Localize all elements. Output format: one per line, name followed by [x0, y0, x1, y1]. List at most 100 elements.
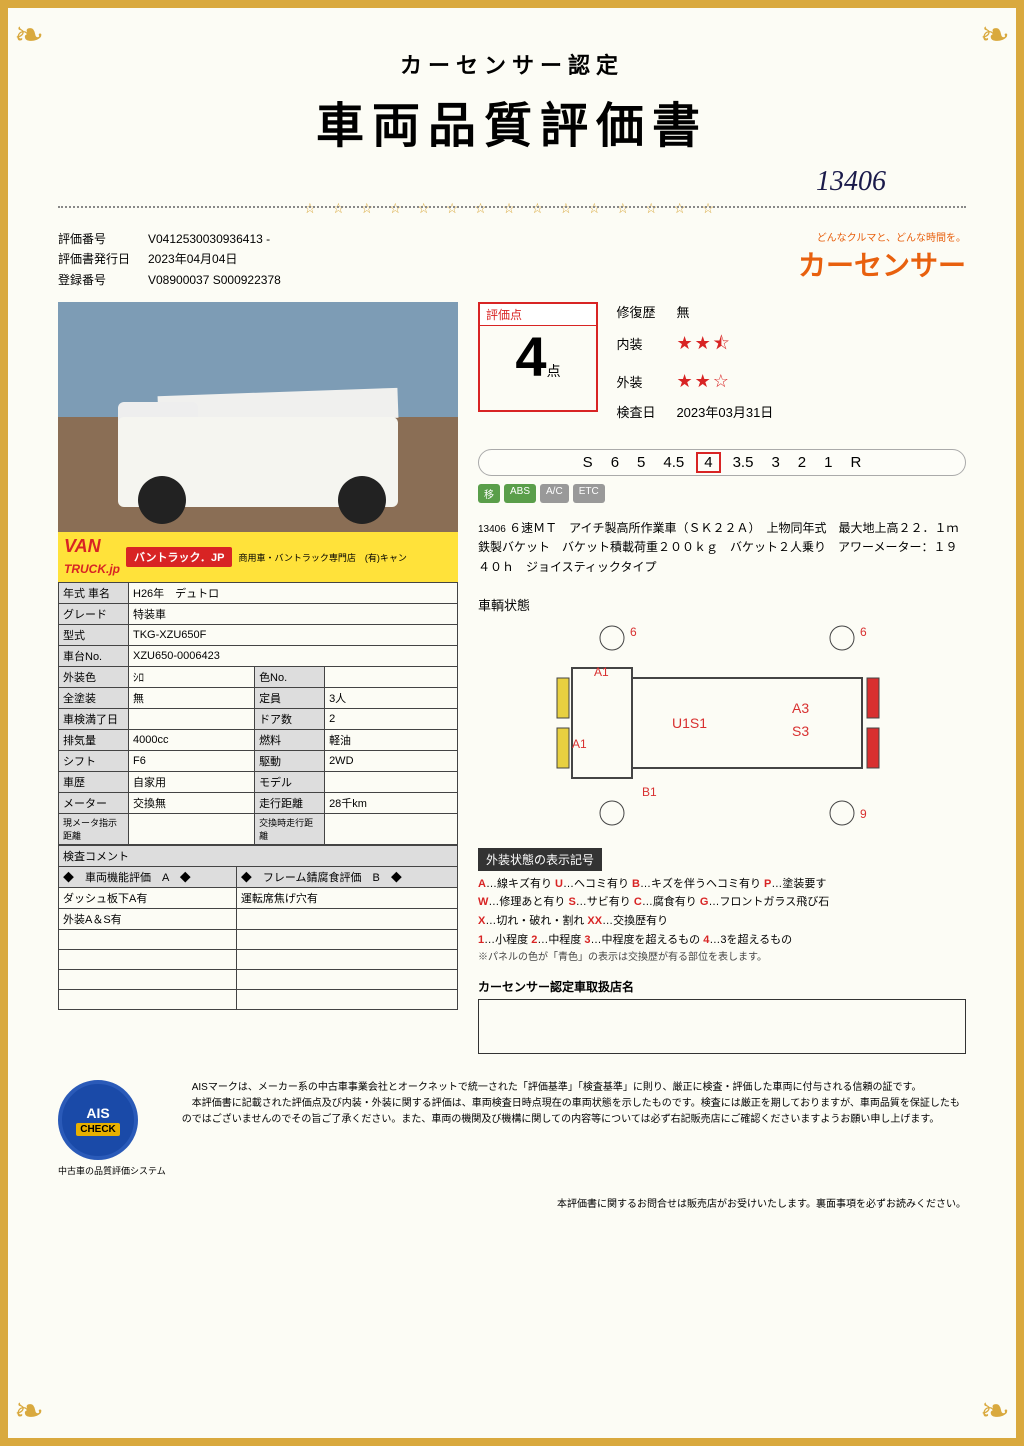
feature-badges: 移 ABS A/C ETC	[478, 484, 966, 503]
badge-ac: A/C	[540, 484, 569, 503]
svg-text:A3: A3	[792, 700, 809, 716]
issue-date: 2023年04月04日	[148, 252, 237, 266]
spec-year-label: 年式 車名	[59, 583, 129, 604]
scale-item: 4	[696, 452, 720, 473]
inspection-label: 検査日	[616, 402, 676, 421]
spec-doors-label: ドア数	[255, 709, 325, 730]
spec-shift: F6	[129, 751, 255, 772]
scale-item: 4.5	[663, 454, 684, 471]
ais-caption: 中古車の品質評価システム	[58, 1164, 166, 1177]
header: カーセンサー認定 車両品質評価書	[58, 48, 966, 156]
legend-note: ※パネルの色が「青色」の表示は交換歴が有る部位を表します。	[478, 949, 966, 966]
svg-text:U1S1: U1S1	[672, 715, 707, 731]
svg-text:B1: B1	[642, 785, 657, 799]
scale-item: 2	[798, 454, 806, 471]
brand-tagline: どんなクルマと、どんな時間を。	[798, 229, 966, 244]
dealer-box	[478, 999, 966, 1054]
desc-text: ６速ＭＴ アイチ製高所作業車（ＳＫ２２Ａ） 上物同年式 最大地上高２２．１ｍ 鉄…	[478, 521, 971, 573]
ornament-tr: ❧	[980, 14, 1010, 56]
spec-shaken	[129, 709, 255, 730]
banner-sub: 商用車・バントラック専門店 (有)キャン	[238, 551, 406, 564]
exterior-label: 外装	[616, 372, 676, 391]
banner-van: VAN	[64, 536, 101, 556]
score-value: 4	[515, 325, 546, 388]
meta-block: 評価番号V0412530030936413 - 評価書発行日2023年04月04…	[58, 229, 281, 290]
spec-swap-label: 交換時走行距離	[255, 814, 325, 845]
eval-no: V0412530030936413 -	[148, 232, 270, 246]
desc-num: 13406	[478, 524, 506, 535]
repair-value: 無	[676, 305, 689, 320]
spec-disp: 4000cc	[129, 730, 255, 751]
spec-shift-label: シフト	[59, 751, 129, 772]
spec-repaint-label: 全塗装	[59, 688, 129, 709]
spec-model: TKG-XZU650F	[129, 625, 458, 646]
inspection-date: 2023年03月31日	[676, 405, 773, 420]
comments-table: 検査コメント ◆ 車両機能評価 A ◆◆ フレーム錆腐食評価 B ◆ ダッシュ板…	[58, 845, 458, 1010]
ornament-tl: ❧	[14, 14, 44, 56]
comments-r1b: 運転席焦げ穴有	[236, 888, 457, 909]
svg-text:6: 6	[860, 625, 867, 639]
scale-item: 6	[611, 454, 619, 471]
diagram-title: 車輌状態	[478, 595, 966, 614]
legend-header: 外装状態の表示記号	[478, 848, 602, 871]
spec-doors: 2	[325, 709, 458, 730]
svg-text:S3: S3	[792, 723, 809, 739]
comments-h2: ◆ フレーム錆腐食評価 B ◆	[236, 867, 457, 888]
spec-drive: 2WD	[325, 751, 458, 772]
spec-chassis: XZU650-0006423	[129, 646, 458, 667]
spec-repaint: 無	[129, 688, 255, 709]
exterior-stars: ★★☆	[676, 371, 730, 391]
spec-cap: 3人	[325, 688, 458, 709]
legend-body: A…線キズ有り U…ヘコミ有り B…キズを伴うヘコミ有り P…塗装要す W…修理…	[478, 875, 966, 967]
ornament-bl: ❧	[14, 1390, 44, 1432]
dealer-banner: VAN TRUCK.jp バントラック．JP 商用車・バントラック専門店 (有)キ…	[58, 532, 458, 582]
ornament-br: ❧	[980, 1390, 1010, 1432]
score-scale: S654.543.5321R	[478, 449, 966, 476]
eval-no-label: 評価番号	[58, 229, 148, 249]
score-label: 評価点	[480, 304, 596, 326]
spec-meter-label: メーター	[59, 793, 129, 814]
legend-line3: X…切れ・破れ・割れ XX…交換歴有り	[478, 912, 966, 931]
banner-kana: バントラック．JP	[126, 547, 232, 567]
comments-title: 検査コメント	[59, 846, 458, 867]
spec-drive-label: 駆動	[255, 751, 325, 772]
scale-item: 5	[637, 454, 645, 471]
spec-fuel: 軽油	[325, 730, 458, 751]
spec-shaken-label: 車検満了日	[59, 709, 129, 730]
spec-dist: 28千km	[325, 793, 458, 814]
scale-item: R	[850, 454, 861, 471]
vehicle-photo	[58, 302, 458, 532]
svg-text:A1: A1	[594, 665, 609, 679]
scale-item: S	[583, 454, 593, 471]
comments-r2a: 外装A＆S有	[59, 909, 237, 930]
ais-name: AIS	[62, 1105, 134, 1121]
repair-label: 修復歴	[616, 302, 676, 321]
star-divider: ☆ ☆ ☆ ☆ ☆ ☆ ☆ ☆ ☆ ☆ ☆ ☆ ☆ ☆ ☆	[58, 200, 966, 217]
ais-block: AIS CHECK 中古車の品質評価システム	[58, 1080, 166, 1177]
spec-grade: 特装車	[129, 604, 458, 625]
score-box: 評価点 4点	[478, 302, 598, 412]
brand-logo: カーセンサー	[798, 244, 966, 284]
spec-mdl2-label: モデル	[255, 772, 325, 793]
spec-year: H26年 デュトロ	[129, 583, 458, 604]
reg-no-label: 登録番号	[58, 270, 148, 290]
svg-text:9: 9	[860, 807, 867, 821]
bottom-note: 本評価書に関するお問合せは販売店がお受けいたします。裏面事項を必ずお読みください…	[58, 1195, 966, 1210]
score-unit: 点	[547, 363, 561, 379]
banner-truck: TRUCK.jp	[64, 562, 120, 576]
spec-colno	[325, 667, 458, 688]
subtitle: カーセンサー認定	[58, 48, 966, 80]
issue-date-label: 評価書発行日	[58, 249, 148, 269]
spec-meter: 交換無	[129, 793, 255, 814]
spec-chassis-label: 車台No.	[59, 646, 129, 667]
spec-grade-label: グレード	[59, 604, 129, 625]
spec-curmeter-label: 現メータ指示距離	[59, 814, 129, 845]
comments-h1: ◆ 車両機能評価 A ◆	[59, 867, 237, 888]
interior-label: 内装	[616, 334, 676, 353]
legend-line4: 1…小程度 2…中程度 3…中程度を超えるもの 4…3を超えるもの	[478, 931, 966, 950]
legend-line1: A…線キズ有り U…ヘコミ有り B…キズを伴うヘコミ有り P…塗装要す	[478, 875, 966, 894]
svg-text:A1: A1	[572, 737, 587, 751]
scale-item: 3.5	[733, 454, 754, 471]
spec-extcol: ｼﾛ	[129, 667, 255, 688]
brand-block: どんなクルマと、どんな時間を。 カーセンサー	[798, 229, 966, 284]
